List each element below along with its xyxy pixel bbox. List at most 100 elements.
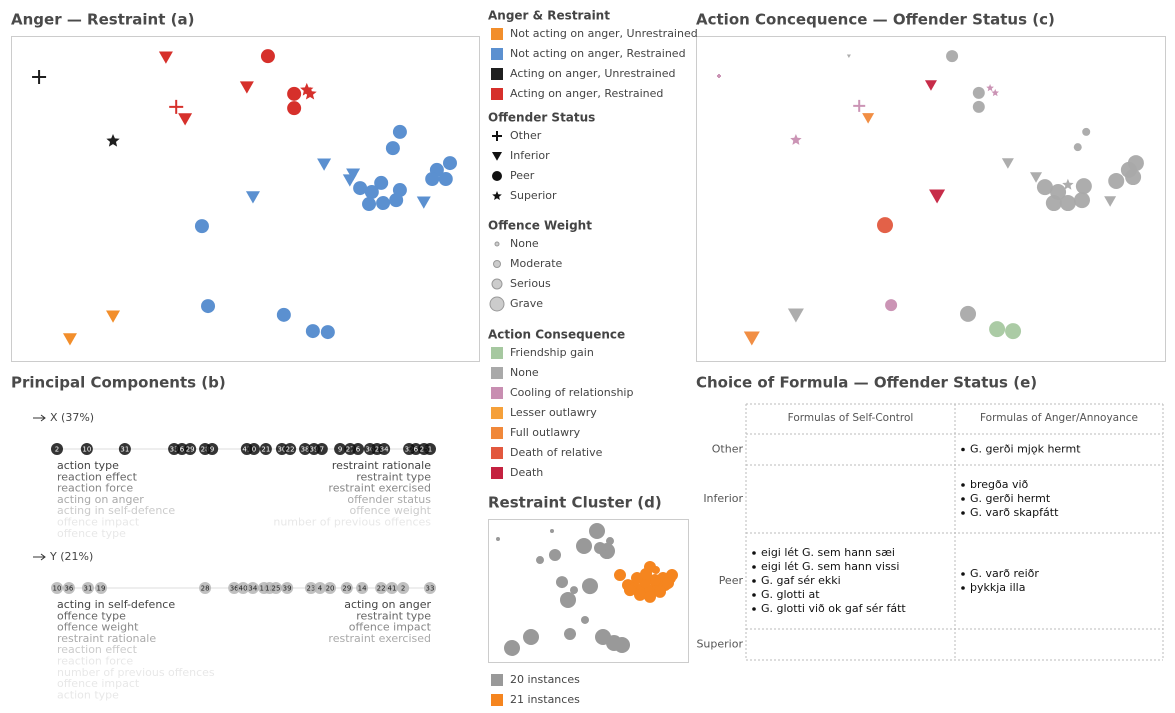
legend-label: Not acting on anger, Unrestrained (510, 27, 698, 40)
data-point (425, 172, 440, 186)
legend-marker (492, 131, 502, 141)
column-header: Formulas of Anger/Annoyance (980, 412, 1138, 424)
legend-swatch (491, 48, 503, 60)
variable-label: acting on anger (344, 598, 431, 611)
data-point (169, 99, 184, 114)
component-point-label: 36 (64, 585, 73, 593)
legend-size (489, 296, 505, 312)
legend-label: None (510, 366, 539, 379)
component-point (299, 443, 312, 455)
component-point-label: 2 (55, 446, 59, 454)
variable-label: restraint exercised (328, 632, 431, 645)
variable-label: offence weight (350, 504, 432, 517)
data-point (972, 86, 985, 99)
component-point-label: 0 (252, 446, 256, 454)
variable-label: acting on anger (57, 493, 144, 506)
data-point (317, 158, 332, 171)
variable-label: reaction force (57, 482, 133, 495)
legend-group-title: Offender Status (488, 111, 595, 125)
component-point (95, 582, 108, 594)
data-point (885, 299, 898, 312)
data-point (62, 333, 77, 346)
legend-swatch (491, 407, 503, 419)
legend-group-title: Action Consequence (488, 328, 625, 342)
component-point-label: 36 (365, 446, 374, 454)
legend-marker (492, 191, 502, 200)
data-point (1005, 323, 1022, 340)
legend-label: Grave (510, 297, 543, 310)
data-point (1075, 178, 1092, 195)
data-point (1073, 192, 1090, 209)
variable-label: offence type (57, 527, 126, 540)
data-point (305, 324, 320, 339)
component-point-label: 22 (377, 585, 386, 593)
variable-label: offender status (347, 493, 431, 506)
variable-label: reaction effect (57, 470, 138, 483)
data-point (389, 193, 404, 208)
data-point (376, 196, 391, 211)
data-point (581, 615, 589, 624)
component-point (206, 443, 219, 455)
component-point-label: 27 (346, 446, 355, 454)
data-point (438, 172, 453, 186)
component-point-label: 6 (180, 446, 185, 454)
variable-label: acting in self-defence (57, 504, 175, 517)
variable-label: restraint exercised (328, 482, 431, 495)
component-point (284, 443, 297, 455)
component-point-label: 33 (426, 585, 435, 593)
legend-label: 21 instances (510, 693, 580, 706)
legend-size (494, 241, 500, 247)
component-point-label: 4 (318, 585, 323, 593)
bullet (961, 572, 965, 576)
legend-label: Superior (510, 189, 557, 202)
bullet (961, 483, 965, 487)
legend-swatch (491, 674, 503, 686)
component-point-label: 39 (283, 585, 292, 593)
data-point (496, 537, 500, 542)
legend-label: Not acting on anger, Restrained (510, 47, 686, 60)
component-point-label: 2 (375, 446, 379, 454)
variable-label: offence type (57, 609, 126, 622)
component-point-label: 28 (201, 585, 210, 593)
data-point (106, 134, 120, 147)
data-point (362, 197, 377, 212)
data-point (556, 576, 568, 589)
legend-marker (492, 171, 502, 181)
legend-label: Friendship gain (510, 346, 594, 359)
component-point (424, 582, 436, 594)
legend-label: Death of relative (510, 446, 603, 459)
axis-label: X (37%) (50, 411, 94, 424)
legend-swatch (491, 347, 503, 359)
component-point-label: 9 (210, 446, 214, 454)
legend-swatch (491, 387, 503, 399)
bullet (752, 551, 756, 555)
component-point (305, 582, 318, 594)
component-point-label: 32 (405, 446, 414, 454)
data-point (862, 113, 875, 124)
data-point (606, 537, 614, 546)
legend-label: Peer (510, 169, 535, 182)
data-point (194, 219, 209, 234)
component-point (228, 582, 241, 594)
data-point (743, 331, 760, 346)
legend-swatch (491, 467, 503, 479)
data-point (158, 51, 173, 64)
component-point-label: 31 (83, 585, 92, 593)
bullet (961, 586, 965, 590)
data-point (972, 100, 985, 113)
legend-label: Full outlawry (510, 426, 581, 439)
data-point (353, 181, 368, 196)
data-point (276, 307, 291, 322)
component-point (81, 582, 94, 594)
component-point-label: 30 (277, 446, 286, 454)
data-point (342, 174, 357, 187)
variable-label: restraint rationale (332, 459, 431, 472)
data-point (644, 590, 656, 603)
data-point (986, 84, 994, 92)
component-point (281, 582, 294, 594)
legend-swatch (491, 68, 503, 80)
formula: G. gerði hermt (970, 492, 1051, 505)
variable-label: number of previous offences (273, 516, 431, 529)
bullet (752, 579, 756, 583)
panel-title: Anger — Restraint (a) (11, 11, 194, 29)
